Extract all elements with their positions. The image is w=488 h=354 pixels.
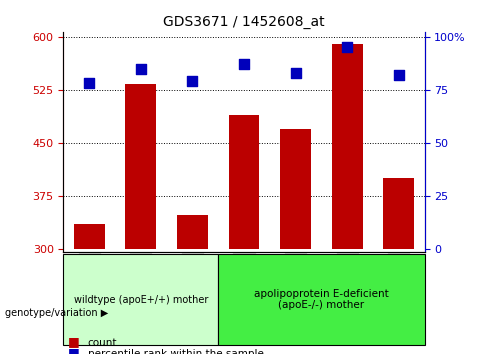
Point [292, 70, 300, 76]
Bar [280, 129, 311, 249]
Bar [383, 178, 414, 249]
Bar [177, 215, 208, 249]
Bar [125, 84, 156, 249]
Point [85, 81, 93, 86]
Bar [218, 254, 425, 345]
Point [240, 62, 248, 67]
Bar [228, 115, 260, 249]
Bar [63, 254, 218, 345]
Point [137, 66, 145, 72]
Text: ■: ■ [68, 346, 80, 354]
Bar [332, 44, 363, 249]
Text: apolipoprotein E-deficient
(apoE-/-) mother: apolipoprotein E-deficient (apoE-/-) mot… [254, 289, 389, 310]
Text: percentile rank within the sample: percentile rank within the sample [88, 349, 264, 354]
Title: GDS3671 / 1452608_at: GDS3671 / 1452608_at [163, 16, 325, 29]
Text: genotype/variation ▶: genotype/variation ▶ [5, 308, 108, 318]
Point [395, 72, 403, 78]
Text: count: count [88, 338, 117, 348]
Text: ■: ■ [68, 335, 80, 348]
Bar [74, 224, 105, 249]
Text: wildtype (apoE+/+) mother: wildtype (apoE+/+) mother [74, 295, 208, 305]
Point [343, 45, 351, 50]
Point [188, 79, 196, 84]
